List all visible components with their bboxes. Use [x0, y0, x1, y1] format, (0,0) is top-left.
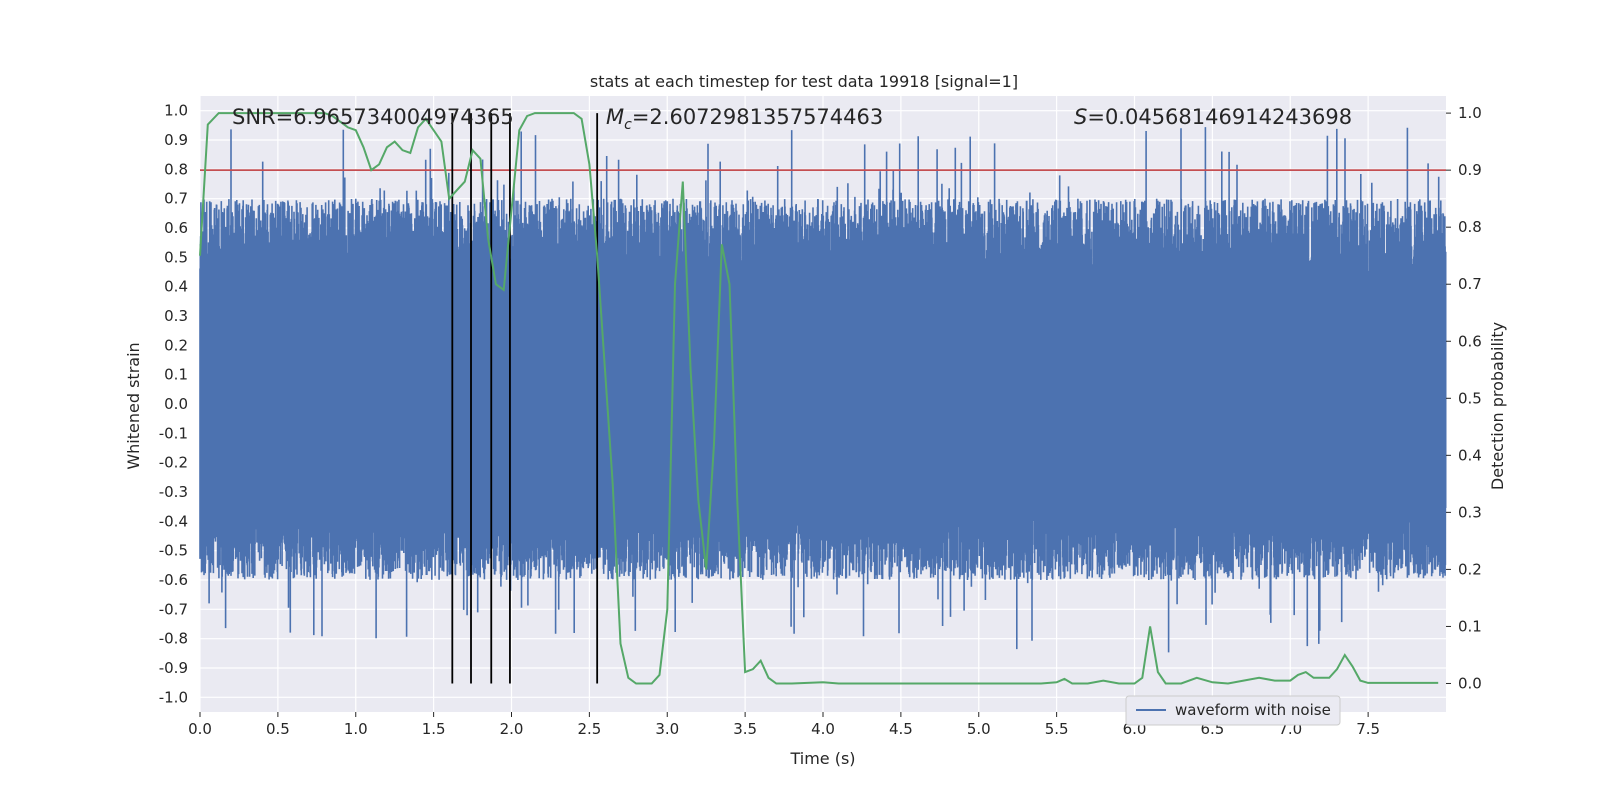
y-right-tick-label: 0.6	[1458, 332, 1482, 350]
y-axis-left-label: Whitened strain	[124, 342, 143, 469]
x-tick-label: 4.0	[811, 720, 835, 738]
event-markers	[451, 113, 599, 684]
y-left-tick-label: 0.4	[164, 278, 188, 296]
y-left-tick-label: 0.9	[164, 131, 188, 149]
y-axis-left-ticks: -1.0 -0.9 -0.8 -0.7 -0.6 -0.5 -0.4 -0.3 -0.2 -0.1…	[159, 102, 188, 707]
y-left-tick-label: -0.5	[159, 542, 188, 560]
y-right-tick-label: 0.5	[1458, 389, 1482, 407]
y-right-tick-label: 0.9	[1458, 161, 1482, 179]
x-tick-label: 1.0	[344, 720, 368, 738]
x-tick-label: 1.5	[422, 720, 446, 738]
annotation-mc: Mc=2.6072981357574463	[606, 105, 883, 133]
x-tick-label: 5.0	[967, 720, 991, 738]
y-left-tick-label: -0.8	[159, 630, 188, 648]
y-right-tick-label: 0.1	[1458, 617, 1482, 635]
y-left-tick-label: -0.1	[159, 424, 188, 442]
y-axis-right-ticks: 0.0 0.1 0.2 0.3 0.4 0.5 0.6 0.7 0.8 0.9 1.0	[1446, 104, 1482, 692]
y-right-tick-label: 0.0	[1458, 674, 1482, 692]
y-left-tick-label: 0.7	[164, 190, 188, 208]
y-right-tick-label: 0.2	[1458, 560, 1482, 578]
annotation-mc-symbol: M	[606, 105, 624, 129]
y-left-tick-label: 0.0	[164, 395, 188, 413]
legend-entry: waveform with noise	[1175, 701, 1331, 719]
y-left-tick-label: 0.8	[164, 160, 188, 178]
chart-title: stats at each timestep for test data 199…	[590, 72, 1018, 91]
y-left-tick-label: -0.9	[159, 659, 188, 677]
y-left-tick-label: 0.6	[164, 219, 188, 237]
x-tick-label: 3.5	[733, 720, 757, 738]
y-left-tick-label: -0.6	[159, 571, 188, 589]
y-left-tick-label: 0.5	[164, 248, 188, 266]
legend: waveform with noise	[1125, 695, 1341, 726]
y-right-tick-label: 0.8	[1458, 218, 1482, 236]
x-tick-label: 3.0	[655, 720, 679, 738]
y-left-tick-label: 0.1	[164, 366, 188, 384]
annotation-mc-value: =2.6072981357574463	[632, 105, 883, 129]
y-axis-right-label: Detection probability	[1488, 322, 1507, 490]
x-tick-label: 0.0	[188, 720, 212, 738]
x-tick-label: 0.5	[266, 720, 290, 738]
annotation-snr: SNR=6.965734004974365	[232, 105, 514, 129]
x-axis-label: Time (s)	[789, 749, 855, 768]
y-left-tick-label: -0.2	[159, 454, 188, 472]
x-tick-label: 5.5	[1045, 720, 1069, 738]
x-tick-label: 7.5	[1356, 720, 1380, 738]
annotation-s: S=0.04568146914243698	[1074, 105, 1352, 129]
strain-line	[199, 127, 1447, 653]
x-tick-label: 4.5	[889, 720, 913, 738]
y-left-tick-label: 0.2	[164, 336, 188, 354]
annotation-s-symbol: S	[1074, 105, 1087, 129]
probability-line	[199, 112, 1439, 685]
x-tick-label: 2.5	[577, 720, 601, 738]
y-left-tick-label: 0.3	[164, 307, 188, 325]
y-right-tick-label: 1.0	[1458, 104, 1482, 122]
annotation-s-value: =0.04568146914243698	[1087, 105, 1352, 129]
legend-box	[1125, 695, 1341, 726]
y-left-tick-label: -0.7	[159, 600, 188, 618]
strain-series	[199, 127, 1447, 653]
y-right-tick-label: 0.3	[1458, 503, 1482, 521]
x-tick-label: 2.0	[500, 720, 524, 738]
y-left-tick-label: 1.0	[164, 102, 188, 120]
y-left-tick-label: -0.4	[159, 512, 188, 530]
y-right-tick-label: 0.7	[1458, 275, 1482, 293]
y-left-tick-label: -1.0	[159, 688, 188, 706]
annotation-mc-subscript: c	[624, 117, 632, 133]
y-right-tick-label: 0.4	[1458, 446, 1482, 464]
y-left-tick-label: -0.3	[159, 483, 188, 501]
